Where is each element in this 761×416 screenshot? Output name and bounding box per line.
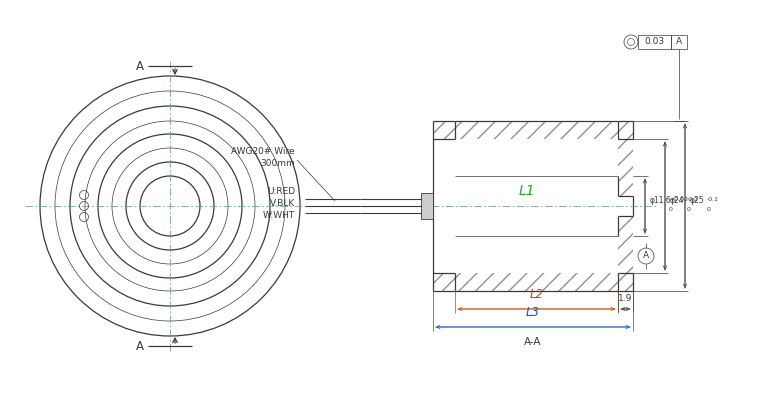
- Text: φ24: φ24: [670, 196, 685, 205]
- Text: A: A: [676, 37, 682, 47]
- Text: A: A: [643, 252, 649, 260]
- Bar: [618, 139, 633, 196]
- Text: 1.9: 1.9: [618, 294, 632, 303]
- Bar: [618, 273, 633, 291]
- Bar: [421, 193, 433, 219]
- Text: AWG20# Wire: AWG20# Wire: [231, 146, 295, 156]
- Text: U:RED: U:RED: [267, 186, 295, 196]
- Text: 0: 0: [707, 207, 711, 212]
- Bar: [618, 121, 633, 139]
- Text: A: A: [136, 59, 144, 72]
- Text: L2: L2: [530, 288, 543, 301]
- Text: V:BLK: V:BLK: [269, 198, 295, 208]
- Text: -0.1: -0.1: [707, 197, 719, 202]
- Text: W:WHT: W:WHT: [263, 210, 295, 220]
- Text: L3: L3: [526, 306, 540, 319]
- Bar: [433, 121, 455, 139]
- Bar: [618, 216, 633, 273]
- Text: 0.03: 0.03: [645, 37, 664, 47]
- Text: 300mm: 300mm: [260, 158, 295, 168]
- Bar: [671, 35, 687, 49]
- Text: 0: 0: [687, 207, 691, 212]
- Text: φ11.6: φ11.6: [650, 196, 672, 205]
- Text: A: A: [136, 339, 144, 352]
- Text: φ25: φ25: [690, 196, 705, 205]
- Text: L1: L1: [518, 184, 535, 198]
- Bar: [455, 121, 618, 139]
- Bar: [638, 35, 671, 49]
- Text: 0: 0: [669, 207, 673, 212]
- Bar: [455, 273, 618, 291]
- Text: -0.1: -0.1: [687, 197, 699, 202]
- Text: A-A: A-A: [524, 337, 542, 347]
- Text: +0.02: +0.02: [669, 197, 688, 202]
- Bar: [433, 273, 455, 291]
